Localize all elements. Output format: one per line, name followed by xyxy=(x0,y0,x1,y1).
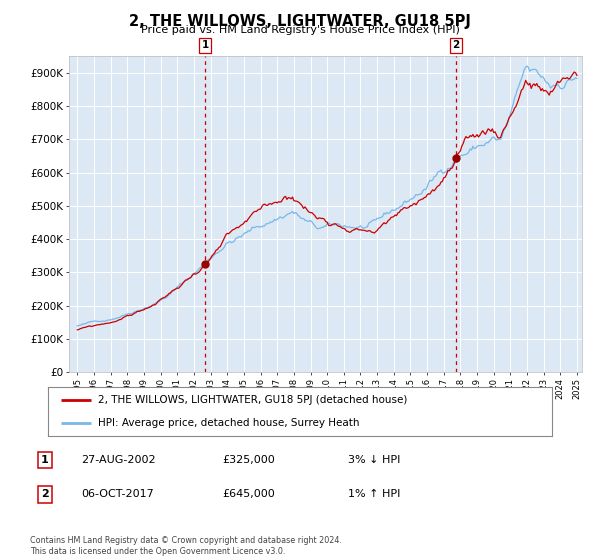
Text: 3% ↓ HPI: 3% ↓ HPI xyxy=(348,455,400,465)
Text: Contains HM Land Registry data © Crown copyright and database right 2024.
This d: Contains HM Land Registry data © Crown c… xyxy=(30,536,342,556)
Text: 06-OCT-2017: 06-OCT-2017 xyxy=(81,489,154,500)
Text: HPI: Average price, detached house, Surrey Heath: HPI: Average price, detached house, Surr… xyxy=(98,418,360,427)
Text: 1% ↑ HPI: 1% ↑ HPI xyxy=(348,489,400,500)
Text: £325,000: £325,000 xyxy=(222,455,275,465)
Text: 2, THE WILLOWS, LIGHTWATER, GU18 5PJ: 2, THE WILLOWS, LIGHTWATER, GU18 5PJ xyxy=(129,14,471,29)
Text: 2: 2 xyxy=(452,40,460,50)
Text: 27-AUG-2002: 27-AUG-2002 xyxy=(81,455,155,465)
Text: 1: 1 xyxy=(202,40,209,50)
Text: 2: 2 xyxy=(41,489,49,500)
Text: 1: 1 xyxy=(41,455,49,465)
Text: Price paid vs. HM Land Registry's House Price Index (HPI): Price paid vs. HM Land Registry's House … xyxy=(140,25,460,35)
Text: £645,000: £645,000 xyxy=(222,489,275,500)
Text: 2, THE WILLOWS, LIGHTWATER, GU18 5PJ (detached house): 2, THE WILLOWS, LIGHTWATER, GU18 5PJ (de… xyxy=(98,395,408,405)
